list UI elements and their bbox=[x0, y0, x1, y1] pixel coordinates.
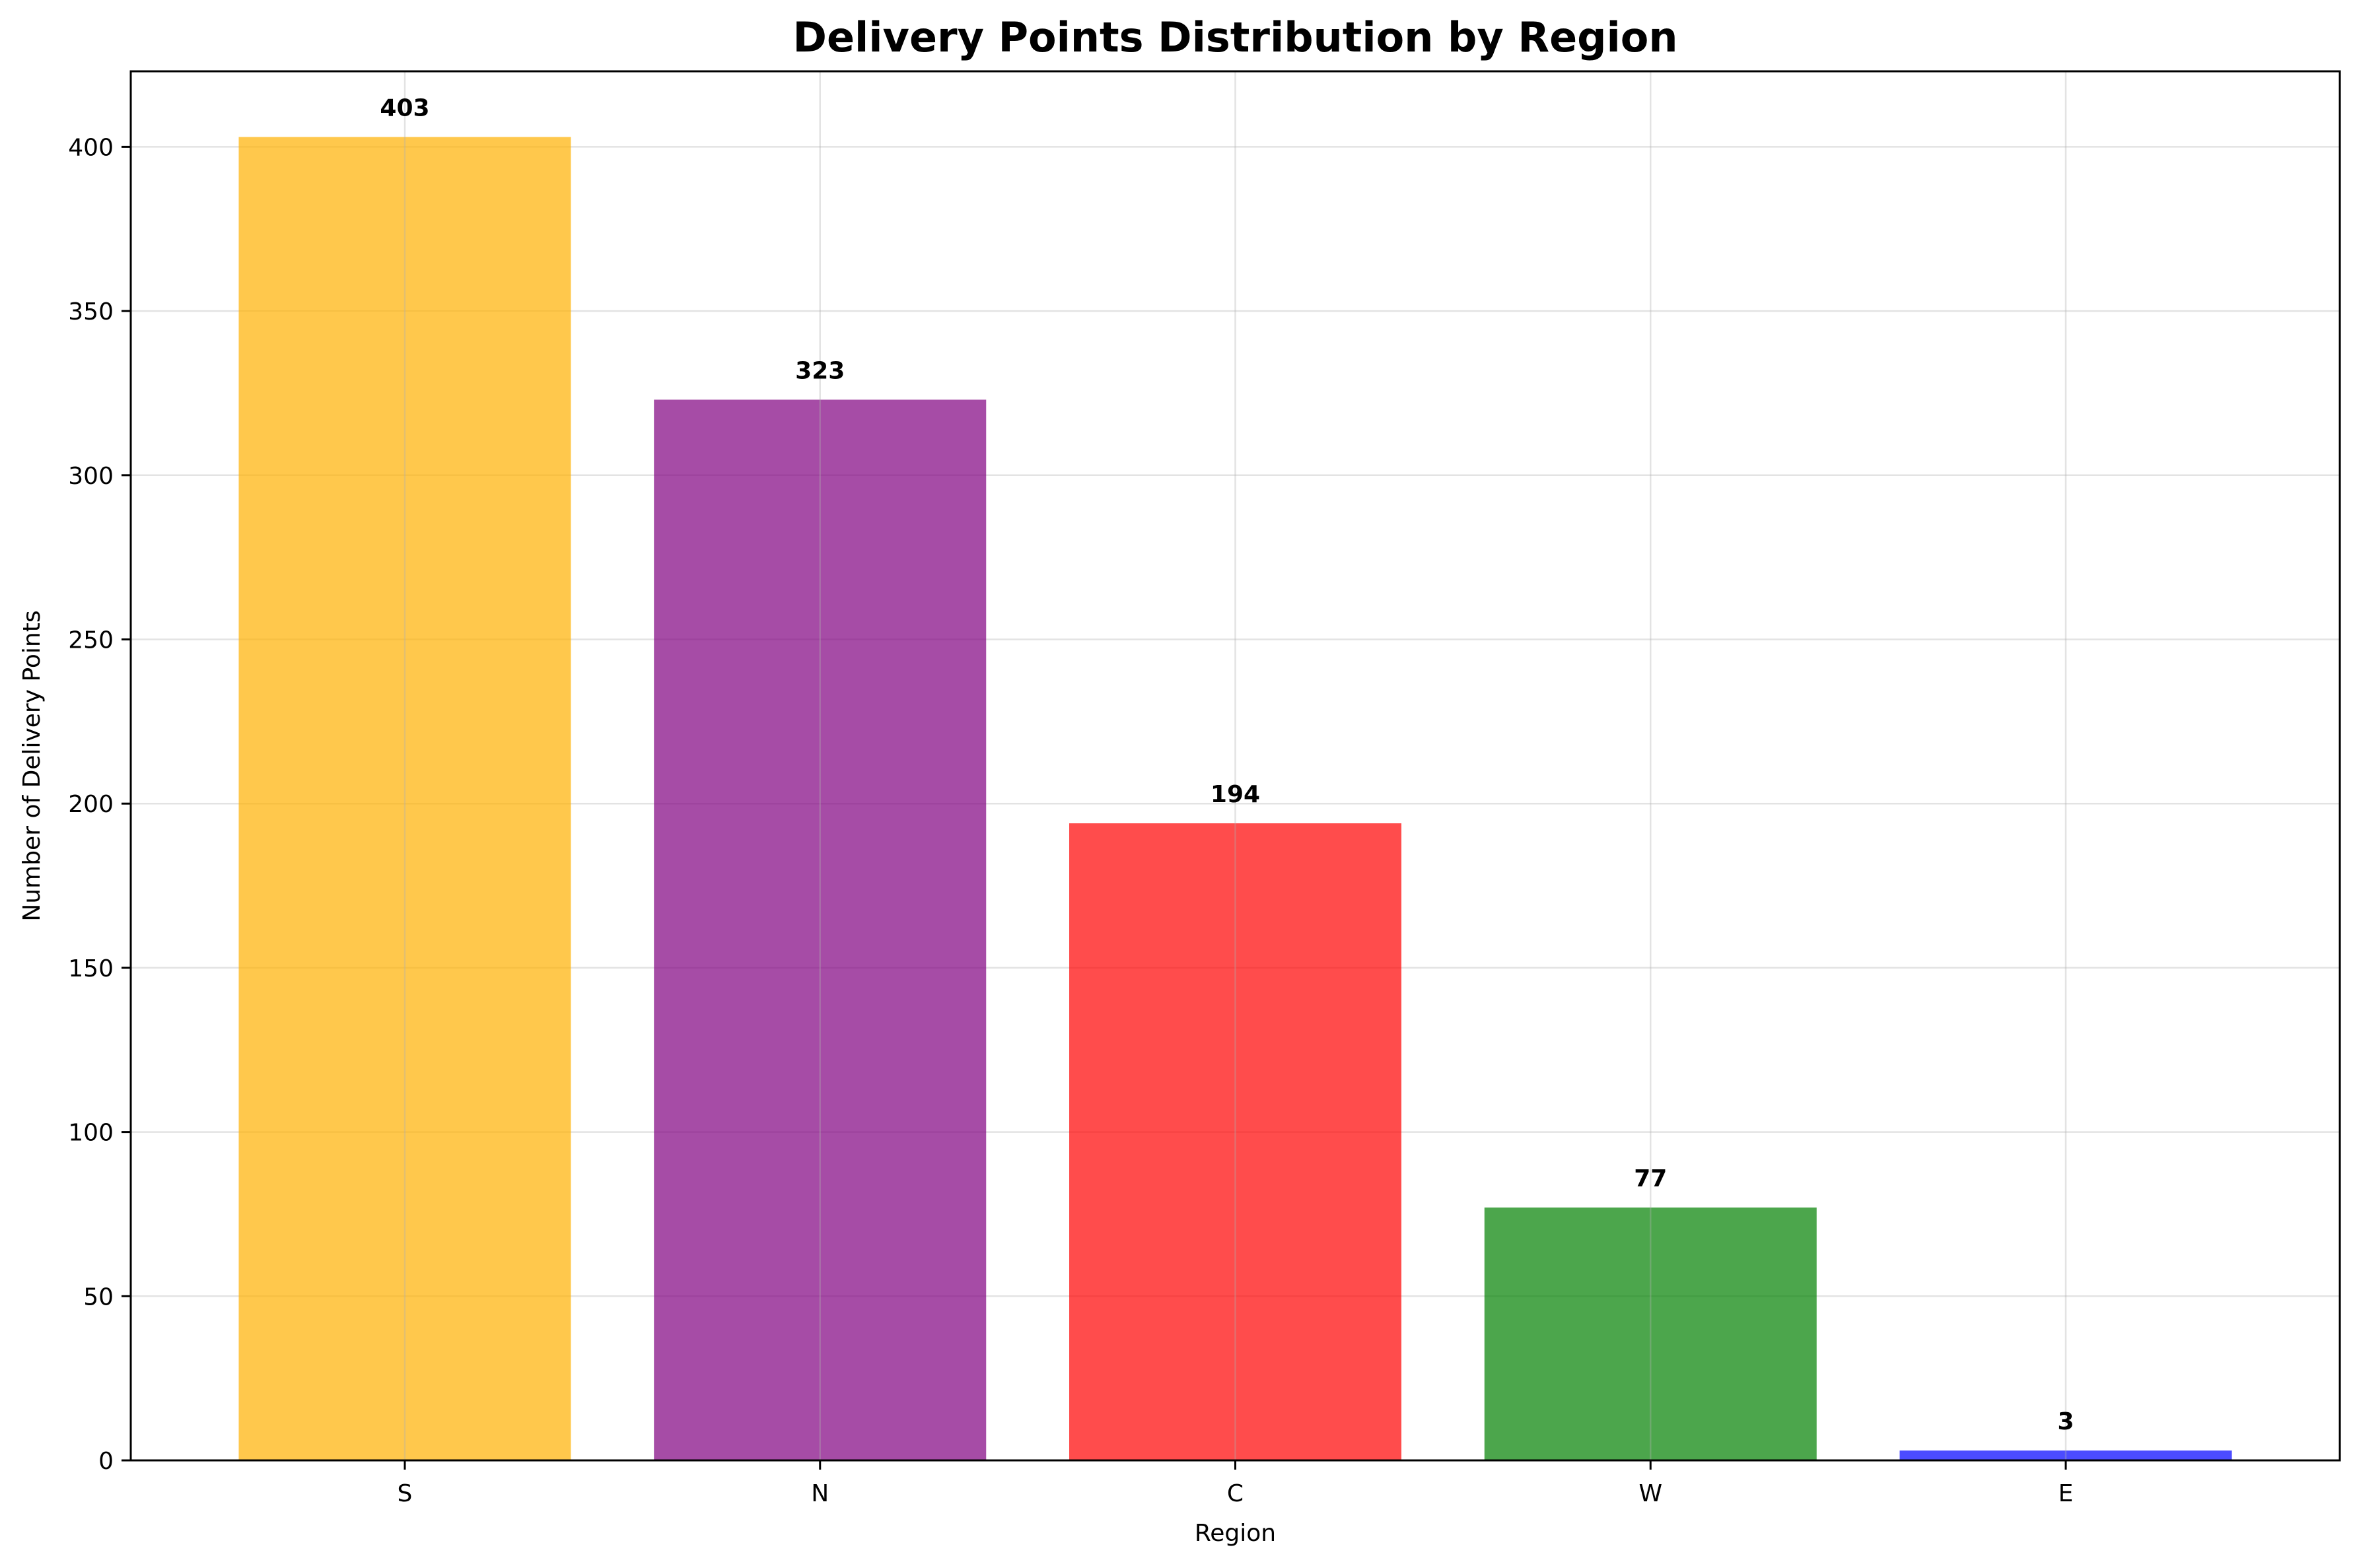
y-tick-label: 400 bbox=[68, 134, 114, 161]
bars-layer bbox=[238, 137, 2232, 1461]
y-tick-label: 50 bbox=[83, 1283, 114, 1311]
y-tick-label: 200 bbox=[68, 791, 114, 818]
bar-value-label: 403 bbox=[380, 94, 429, 121]
x-tick-label: W bbox=[1638, 1480, 1662, 1507]
bar-n bbox=[654, 399, 987, 1460]
bar-w bbox=[1484, 1208, 1817, 1460]
bar-c bbox=[1069, 823, 1402, 1460]
bar-value-label: 194 bbox=[1211, 781, 1260, 808]
y-tick-label: 250 bbox=[68, 627, 114, 654]
x-tick-label: N bbox=[811, 1480, 829, 1507]
x-tick-label: E bbox=[2058, 1480, 2074, 1507]
y-tick-label: 350 bbox=[68, 298, 114, 325]
ticks-layer: 0 50 100 150 200 250 300 350 400 S N C W E bbox=[68, 134, 2073, 1507]
bar-value-label: 3 bbox=[2057, 1408, 2074, 1435]
y-tick-label: 150 bbox=[68, 955, 114, 982]
bar-e bbox=[1899, 1450, 2232, 1460]
bar-value-label: 323 bbox=[795, 357, 845, 384]
y-tick-label: 300 bbox=[68, 463, 114, 490]
bar-value-label: 77 bbox=[1634, 1165, 1667, 1192]
x-tick-label: S bbox=[398, 1480, 413, 1507]
bar-s bbox=[238, 137, 571, 1461]
x-axis-label: Region bbox=[1195, 1520, 1276, 1547]
data-labels-layer: 403 323 194 77 3 bbox=[380, 94, 2074, 1435]
y-axis-label: Number of Delivery Points bbox=[18, 610, 46, 921]
y-tick-label: 0 bbox=[98, 1448, 114, 1475]
chart-title: Delivery Points Distribution by Region bbox=[793, 13, 1678, 61]
x-tick-label: C bbox=[1227, 1480, 1244, 1507]
y-tick-label: 100 bbox=[68, 1120, 114, 1147]
